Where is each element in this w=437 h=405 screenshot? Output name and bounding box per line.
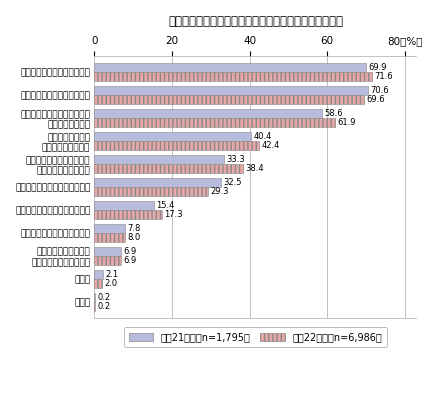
Text: 29.3: 29.3	[211, 187, 229, 196]
Bar	[94, 72, 372, 81]
Bar	[94, 279, 102, 288]
Bar	[94, 132, 251, 141]
Text: 58.6: 58.6	[324, 109, 343, 118]
Text: 6.9: 6.9	[124, 247, 137, 256]
Legend: 平成21年末（n=1,795）, 平成22年末（n=6,986）: 平成21年末（n=1,795）, 平成22年末（n=6,986）	[124, 327, 387, 347]
Text: 70.6: 70.6	[371, 86, 389, 95]
Text: 33.3: 33.3	[226, 155, 245, 164]
Text: 8.0: 8.0	[128, 233, 141, 242]
Bar	[94, 118, 335, 127]
Text: 61.9: 61.9	[337, 118, 355, 127]
Text: 17.3: 17.3	[164, 210, 183, 219]
Bar	[94, 178, 221, 187]
Bar	[94, 201, 154, 210]
Bar	[94, 155, 224, 164]
Text: 7.8: 7.8	[127, 224, 140, 233]
Text: 2.0: 2.0	[104, 279, 118, 288]
Text: 42.4: 42.4	[261, 141, 280, 150]
Text: 6.9: 6.9	[124, 256, 137, 265]
Bar	[94, 293, 95, 302]
Bar	[94, 141, 259, 149]
Bar	[94, 233, 125, 241]
Text: 15.4: 15.4	[156, 201, 175, 210]
Text: 69.6: 69.6	[367, 95, 385, 104]
Bar	[94, 86, 368, 95]
Bar	[94, 247, 121, 256]
Bar	[94, 270, 103, 279]
Bar	[94, 187, 208, 196]
Text: 32.5: 32.5	[223, 178, 241, 187]
Text: 69.9: 69.9	[368, 63, 386, 72]
Bar	[94, 256, 121, 264]
Bar	[94, 210, 162, 219]
Text: 38.4: 38.4	[246, 164, 264, 173]
Text: 0.2: 0.2	[97, 302, 111, 311]
Bar	[94, 109, 322, 118]
Text: 40.4: 40.4	[253, 132, 272, 141]
Bar	[94, 164, 243, 173]
Text: 71.6: 71.6	[375, 72, 393, 81]
Bar	[94, 302, 95, 311]
Bar	[94, 95, 364, 104]
Bar	[94, 63, 366, 72]
Bar	[94, 224, 125, 233]
Title: 情報セキュリティに関する不安を抱えている割合が高い: 情報セキュリティに関する不安を抱えている割合が高い	[168, 15, 343, 28]
Text: 2.1: 2.1	[105, 270, 118, 279]
Text: 0.2: 0.2	[97, 293, 111, 302]
